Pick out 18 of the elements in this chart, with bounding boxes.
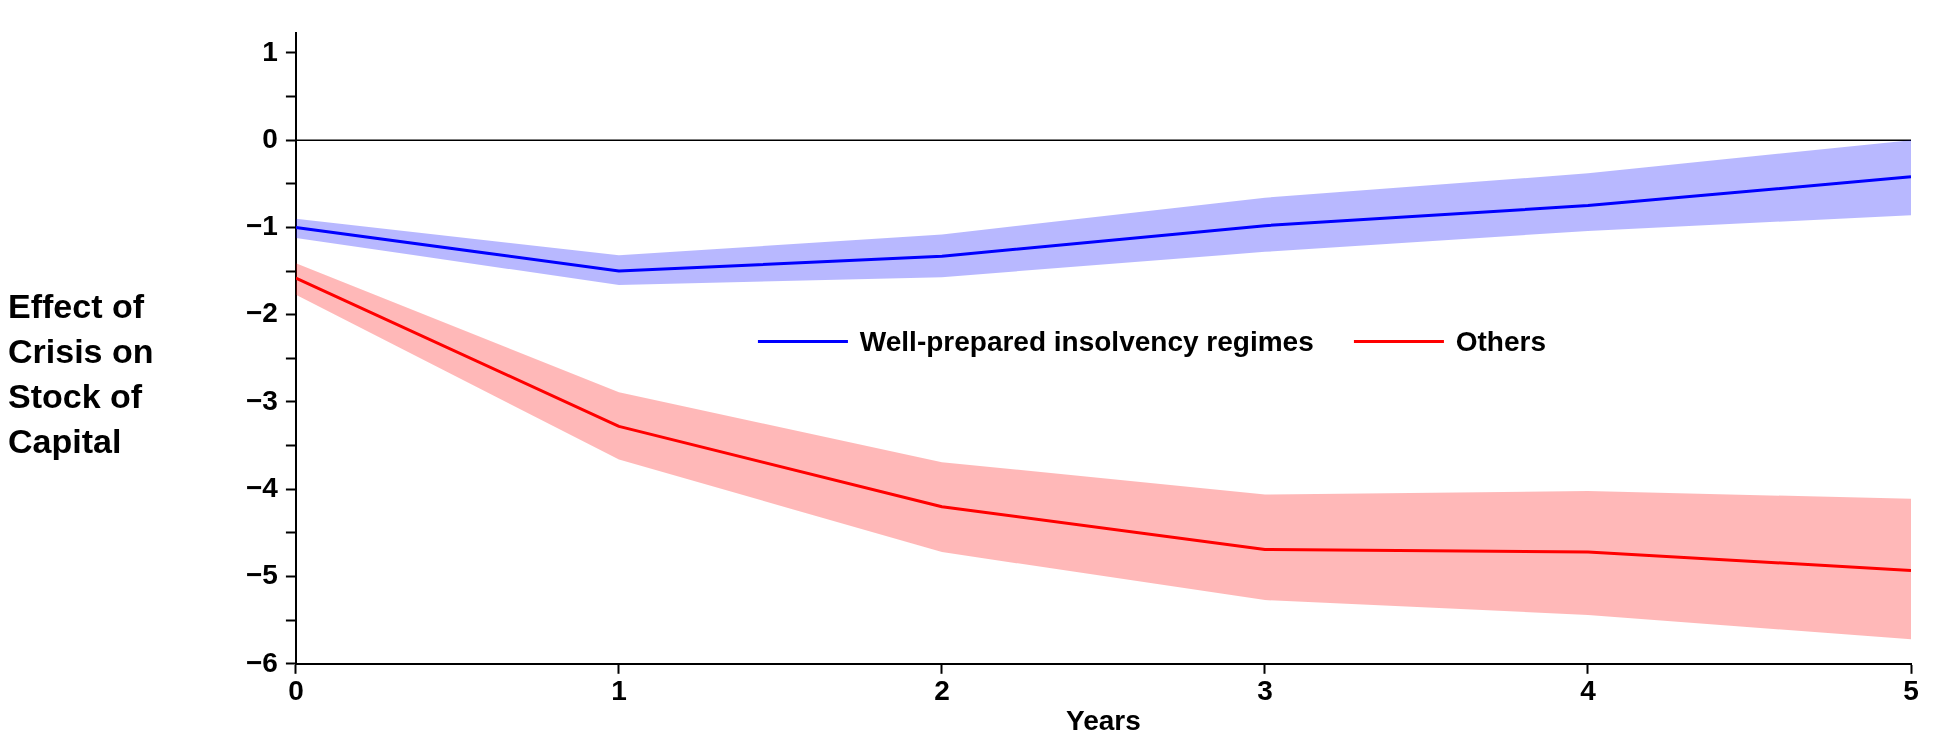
y-tick-label: −2 bbox=[245, 297, 278, 329]
y-axis-title: Effect of Crisis on Stock of Capital bbox=[8, 285, 155, 462]
y-tick-label: −5 bbox=[245, 559, 278, 591]
x-tick-label: 2 bbox=[934, 675, 950, 707]
y-tick-label: 0 bbox=[262, 122, 278, 154]
x-tick-label: 4 bbox=[1580, 675, 1597, 707]
y-tick-label: −6 bbox=[245, 646, 278, 678]
x-tick-label: 3 bbox=[1257, 675, 1273, 707]
y-tick-label: −4 bbox=[245, 471, 279, 503]
x-tick-label: 0 bbox=[288, 675, 304, 707]
y-tick-label: −1 bbox=[245, 210, 278, 242]
legend-label: Well-prepared insolvency regimes bbox=[859, 325, 1314, 358]
x-axis-title: Years bbox=[1066, 704, 1141, 736]
legend-label: Others bbox=[1455, 325, 1546, 358]
y-tick-label: −3 bbox=[245, 384, 278, 416]
x-tick-label: 1 bbox=[611, 675, 627, 707]
y-tick-label: 1 bbox=[262, 35, 278, 67]
x-tick-label: 5 bbox=[1903, 675, 1919, 707]
